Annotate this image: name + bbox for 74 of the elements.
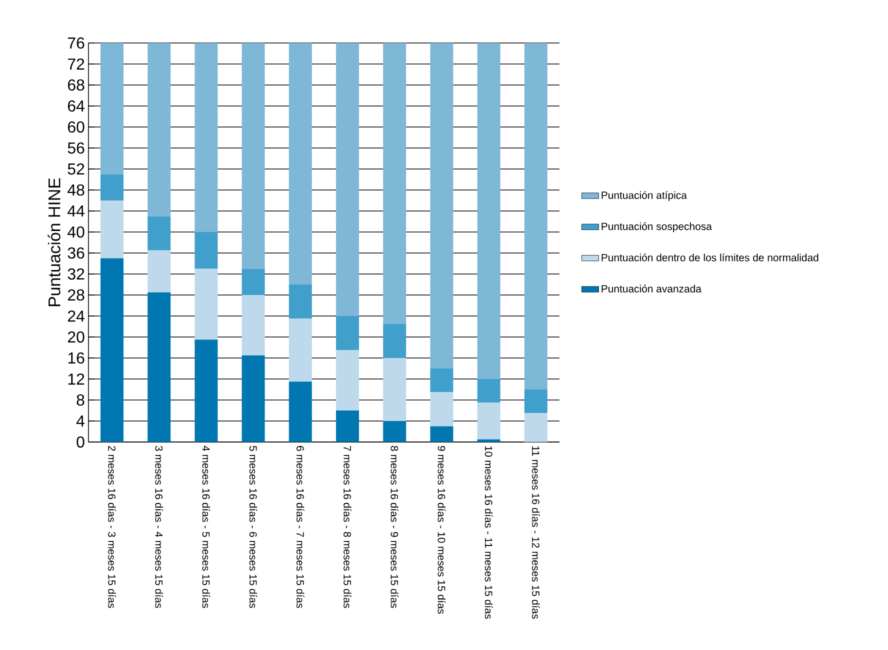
- bar: [100, 258, 124, 442]
- y-tick-label: 8: [76, 394, 84, 406]
- y-tick-label: 4: [76, 416, 84, 426]
- y-tick-label: 48: [68, 184, 84, 196]
- bar: [242, 295, 265, 356]
- y-tick-label: 72: [68, 58, 84, 70]
- bar: [477, 43, 500, 379]
- y-tick-label: 28: [68, 289, 84, 301]
- y-tick-label: 12: [68, 373, 84, 385]
- y-tick-label: 16: [68, 352, 84, 364]
- y-tick-label: 0: [76, 436, 84, 448]
- bar: [194, 340, 218, 442]
- bar: [524, 390, 548, 414]
- legend-label: Puntuación sospechosa: [602, 222, 712, 232]
- bar: [383, 421, 406, 442]
- y-tick-label: 32: [68, 268, 84, 280]
- bar: [477, 402, 500, 440]
- bar: [430, 426, 454, 442]
- bar: [242, 268, 265, 295]
- bar: [383, 43, 406, 324]
- x-tick-label: 9 meses 16 días - 10 meses 15 días: [438, 446, 446, 614]
- bar: [100, 174, 124, 200]
- bar: [288, 284, 312, 319]
- bar: [477, 379, 500, 403]
- x-tick-label: 5 meses 16 días - 6 meses 15 días: [249, 446, 258, 608]
- bar: [194, 268, 218, 340]
- y-tick-label: 56: [68, 142, 84, 154]
- x-tick-label: 7 meses 16 días - 8 meses 15 días: [344, 446, 352, 608]
- bar: [194, 43, 218, 232]
- legend-label: Puntuación avanzada: [602, 284, 702, 292]
- bar: [430, 392, 454, 426]
- x-tick-label: 6 meses 16 días - 7 meses 15 días: [296, 446, 304, 608]
- bar: [524, 413, 548, 442]
- bar: [242, 355, 265, 442]
- bar: [148, 250, 171, 292]
- bar: [288, 318, 312, 382]
- bar: [430, 43, 454, 368]
- bar: [288, 43, 312, 284]
- y-tick-label: 68: [68, 79, 84, 91]
- x-tick-label: 11 meses 16 días - 12 meses 15 días: [532, 446, 540, 619]
- y-tick-label: 76: [68, 37, 84, 49]
- bar: [524, 43, 548, 390]
- legend-label: Puntuación atípica: [602, 191, 687, 202]
- y-tick-label: 40: [68, 226, 84, 238]
- bar: [194, 232, 218, 269]
- x-tick-label: 3 meses 16 días - 4 meses 15 días: [155, 446, 164, 608]
- bar: [336, 410, 360, 442]
- x-tick-label: 2 meses 16 días - 3 meses 15 días: [108, 446, 116, 608]
- y-tick-label: 60: [68, 121, 84, 133]
- bar: [336, 43, 360, 316]
- y-tick-label: 36: [68, 247, 84, 259]
- y-tick-label: 44: [68, 206, 84, 216]
- y-axis-title: Puntuación HINE: [48, 178, 60, 306]
- bar: [336, 350, 360, 410]
- legend-label: Puntuación dentro de los límites de normalidad: [602, 253, 818, 262]
- bar: [383, 358, 406, 421]
- bar: [383, 324, 406, 358]
- bar: [148, 216, 171, 250]
- x-tick-label: 4 meses 16 días - 5 meses 15 días: [202, 446, 210, 608]
- bar: [430, 368, 454, 392]
- bar: [477, 439, 500, 442]
- x-tick-label: 8 meses 16 días - 9 meses 15 días: [390, 446, 399, 608]
- y-tick-label: 52: [68, 163, 84, 175]
- y-tick-label: 64: [68, 100, 84, 112]
- bar: [336, 316, 360, 350]
- y-tick-label: 24: [68, 310, 84, 322]
- bar: [288, 382, 312, 442]
- bar: [242, 43, 265, 269]
- bar: [100, 43, 124, 174]
- bar: [148, 292, 171, 442]
- x-tick-label: 10 meses 16 días - 11 meses 15 días: [484, 446, 493, 619]
- bar: [148, 43, 171, 216]
- bar: [100, 200, 124, 258]
- y-tick-label: 20: [68, 331, 84, 343]
